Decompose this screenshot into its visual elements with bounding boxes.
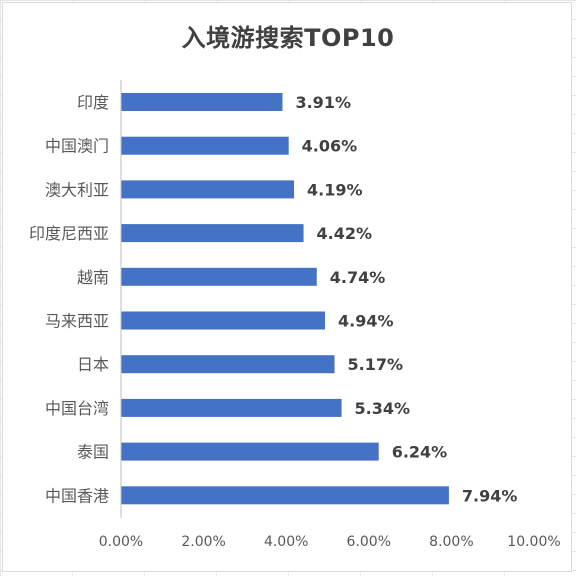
data-label: 4.06% bbox=[302, 137, 358, 156]
bars-group bbox=[121, 93, 449, 505]
category-label: 印度尼西亚 bbox=[29, 224, 109, 243]
bar[interactable] bbox=[121, 267, 317, 286]
data-label: 3.91% bbox=[295, 93, 351, 112]
chart-title: 入境游搜索TOP10 bbox=[181, 24, 395, 52]
category-label: 中国澳门 bbox=[45, 137, 109, 156]
category-label: 泰国 bbox=[77, 443, 109, 462]
category-label: 越南 bbox=[77, 268, 109, 287]
bar[interactable] bbox=[121, 180, 295, 199]
bar[interactable] bbox=[121, 442, 379, 461]
chart-area[interactable] bbox=[2, 2, 572, 572]
data-label: 4.42% bbox=[317, 224, 373, 243]
bar[interactable] bbox=[121, 486, 449, 505]
x-tick-label: 8.00% bbox=[429, 534, 473, 550]
data-label: 5.17% bbox=[348, 355, 404, 374]
x-tick-label: 2.00% bbox=[181, 534, 225, 550]
bar[interactable] bbox=[121, 398, 342, 417]
category-label: 中国台湾 bbox=[45, 399, 109, 418]
data-label: 7.94% bbox=[462, 486, 518, 505]
data-label: 4.74% bbox=[330, 268, 386, 287]
bar[interactable] bbox=[121, 311, 326, 330]
category-label: 印度 bbox=[77, 93, 109, 112]
bar[interactable] bbox=[121, 93, 283, 111]
bar[interactable] bbox=[121, 355, 335, 374]
data-label: 6.24% bbox=[392, 443, 448, 462]
x-tick-label: 6.00% bbox=[347, 534, 391, 550]
x-axis-ticks-group: 0.00% 2.00% 4.00% 6.00% 8.00% 10.00% bbox=[99, 534, 561, 550]
data-label: 5.34% bbox=[355, 399, 411, 418]
category-label: 澳大利亚 bbox=[45, 180, 109, 199]
x-tick-label: 4.00% bbox=[264, 534, 308, 550]
x-tick-label: 10.00% bbox=[507, 534, 560, 550]
data-label: 4.19% bbox=[307, 180, 363, 199]
bar[interactable] bbox=[121, 224, 304, 243]
x-tick-label: 0.00% bbox=[99, 534, 143, 550]
value-labels-group: 3.91% 4.06% 4.19% 4.42% 4.74% 4.94% 5.17% 5.34%… bbox=[295, 93, 517, 505]
bar[interactable] bbox=[121, 136, 289, 155]
category-label: 日本 bbox=[77, 355, 109, 374]
category-label: 中国香港 bbox=[45, 486, 109, 505]
data-label: 4.94% bbox=[338, 312, 394, 331]
category-label: 马来西亚 bbox=[45, 312, 109, 331]
